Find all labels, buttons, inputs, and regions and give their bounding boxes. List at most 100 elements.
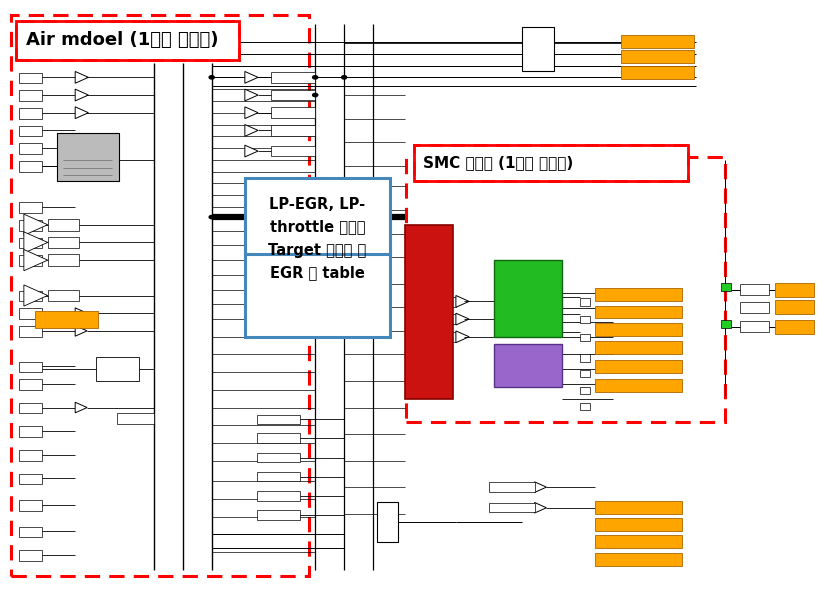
Bar [19,473,42,484]
Text: SMC 제어기 (1단계 결과물): SMC 제어기 (1단계 결과물) [422,155,572,170]
Bar [580,334,590,341]
Bar [404,225,452,399]
Bar [720,320,730,328]
Bar [271,125,315,136]
Bar [595,323,681,336]
Bar [414,145,686,180]
Bar [19,379,42,390]
Bar [271,108,315,118]
Bar [595,379,681,392]
Bar [257,453,300,462]
Bar [720,283,730,291]
Bar [19,309,42,319]
Bar [16,21,238,60]
Bar [19,450,42,460]
Bar [773,300,813,314]
Bar [19,238,42,248]
Bar [48,236,79,248]
Bar [414,145,686,180]
Bar [739,322,768,332]
Bar [422,297,455,307]
Bar [377,502,397,542]
Bar [406,157,724,422]
Polygon shape [534,502,546,513]
Bar [19,403,42,414]
Bar [19,220,42,230]
Circle shape [340,215,347,219]
Bar [595,288,681,301]
Polygon shape [24,232,48,253]
Bar [739,302,768,313]
Bar [271,90,315,100]
Bar [36,311,98,328]
Bar [19,144,42,154]
Polygon shape [526,309,537,320]
Circle shape [208,75,214,80]
Bar [489,482,534,492]
Polygon shape [24,249,48,271]
Bar [19,161,42,171]
Polygon shape [75,107,89,119]
Bar [19,126,42,137]
Bar [19,326,42,337]
Polygon shape [455,331,469,343]
Bar [580,404,590,411]
Bar [19,291,42,301]
Bar [422,332,455,342]
Polygon shape [534,482,546,492]
Polygon shape [244,89,258,101]
Circle shape [311,93,318,98]
Bar [621,50,693,63]
Polygon shape [455,296,469,307]
Polygon shape [244,72,258,83]
Polygon shape [24,285,48,306]
Bar [595,553,681,566]
Bar [48,254,79,266]
Bar [11,15,308,576]
Polygon shape [75,308,87,319]
Circle shape [340,75,347,80]
Bar [257,491,300,501]
Polygon shape [244,145,258,157]
Bar [57,134,119,180]
Bar [580,387,590,394]
Bar [48,290,79,301]
Circle shape [311,75,318,80]
Bar [621,66,693,79]
Bar [422,314,455,324]
Polygon shape [244,107,258,119]
Bar [595,306,681,319]
Bar [257,472,300,481]
Bar [19,108,42,119]
Polygon shape [244,125,258,137]
Polygon shape [24,214,48,235]
Bar [580,371,590,378]
Text: Target 공기량 및
EGR 율 table: Target 공기량 및 EGR 율 table [267,243,366,280]
Bar [257,433,300,443]
Text: Air mdoel (1단계 결과물): Air mdoel (1단계 결과물) [26,31,218,50]
Bar [595,341,681,354]
Bar [621,35,693,48]
Bar [580,355,590,362]
Bar [493,345,561,387]
Bar [19,550,42,561]
Bar [522,27,553,72]
Bar [19,426,42,437]
Bar [580,298,590,306]
Bar [96,358,139,381]
Bar [19,90,42,101]
Bar [271,146,315,157]
Polygon shape [75,72,89,83]
Bar [48,219,79,230]
Text: LP-EGR, LP-
throttle 제어기: LP-EGR, LP- throttle 제어기 [269,197,365,235]
Polygon shape [526,291,537,302]
Circle shape [208,215,214,219]
Polygon shape [526,327,537,337]
Bar [580,316,590,323]
Bar [16,21,238,60]
Bar [19,202,42,213]
Bar [19,527,42,537]
Bar [773,282,813,297]
Bar [595,518,681,531]
Polygon shape [75,89,89,101]
